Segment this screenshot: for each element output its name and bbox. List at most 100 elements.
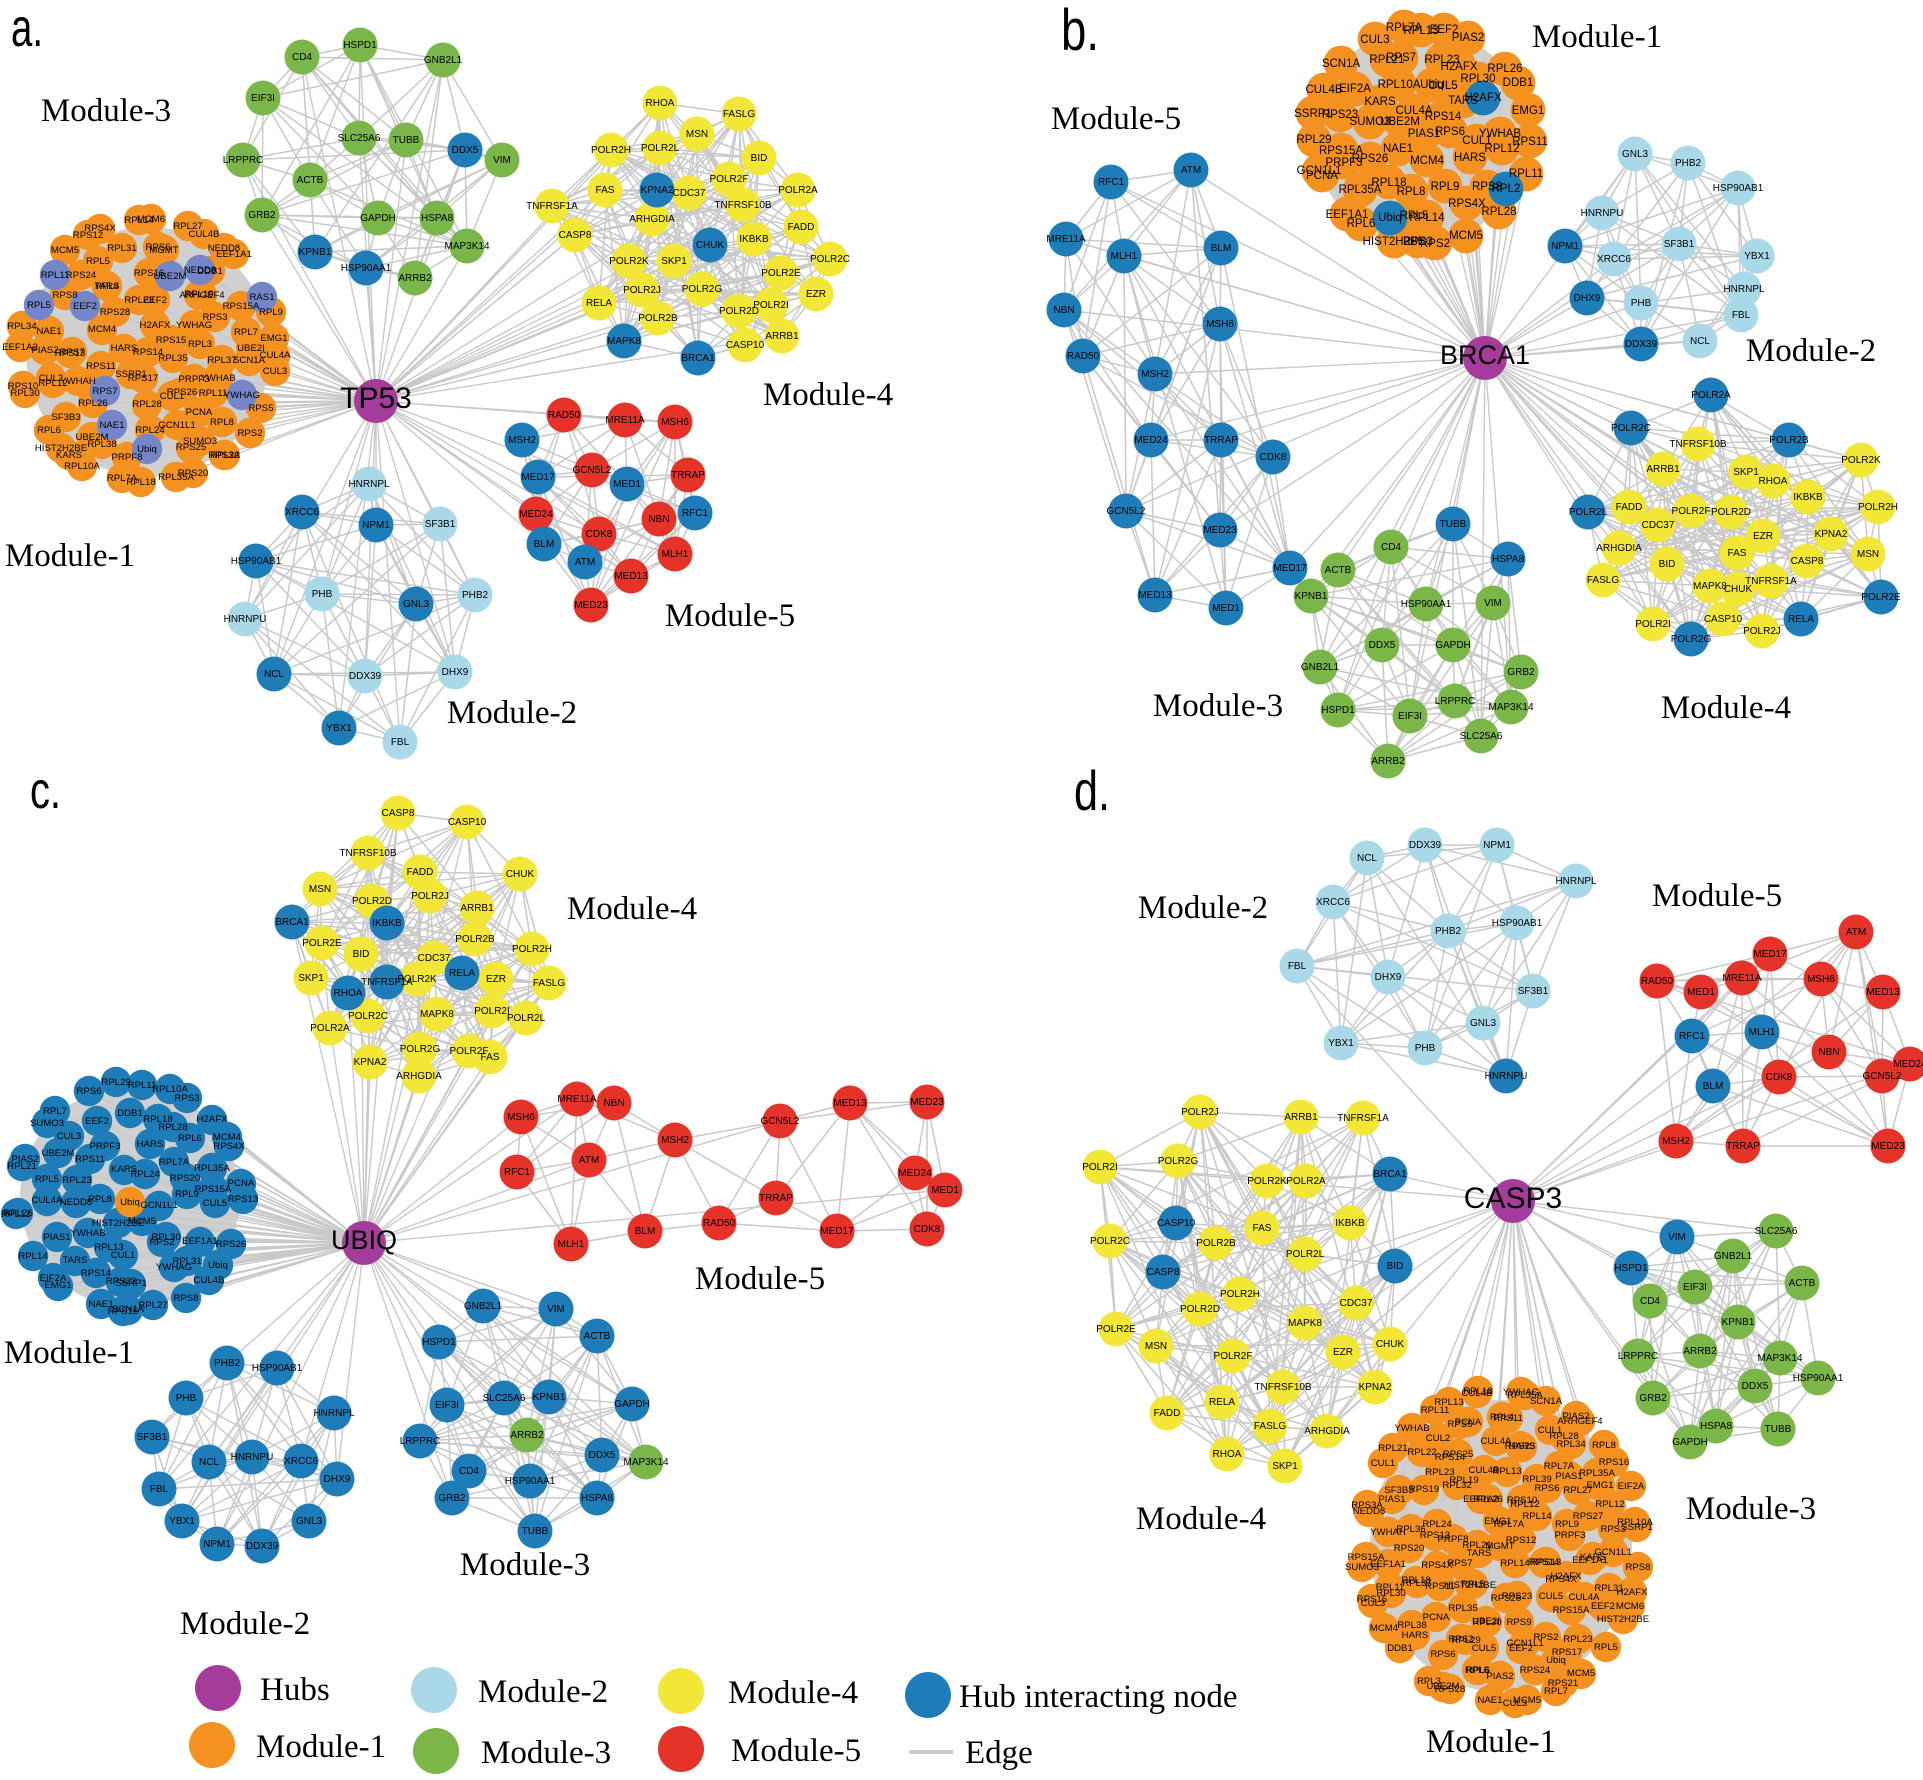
svg-text:PCNA: PCNA (1423, 1612, 1450, 1623)
svg-text:GNL3: GNL3 (296, 1516, 323, 1527)
svg-text:RFC1: RFC1 (1679, 1031, 1706, 1042)
svg-text:H2AFX: H2AFX (140, 320, 172, 331)
svg-text:RPS14: RPS14 (81, 1268, 112, 1279)
svg-text:RPL13: RPL13 (1434, 1397, 1463, 1408)
svg-text:POLR2K: POLR2K (1841, 455, 1881, 466)
svg-text:POLR2K: POLR2K (609, 256, 649, 267)
svg-text:RPS9: RPS9 (1506, 1617, 1531, 1628)
svg-text:YWHAG: YWHAG (224, 390, 260, 401)
svg-text:EEF2: EEF2 (1509, 1643, 1533, 1654)
svg-text:HSP90AB1: HSP90AB1 (252, 1363, 303, 1374)
svg-text:LRPPRC: LRPPRC (1618, 1351, 1659, 1362)
svg-text:RPS5: RPS5 (1447, 1419, 1472, 1430)
svg-text:Hubs: Hubs (260, 1672, 330, 1708)
svg-text:RPS13: RPS13 (1420, 1530, 1450, 1541)
svg-text:CDK8: CDK8 (586, 529, 613, 540)
svg-text:POLR2H: POLR2H (591, 145, 631, 156)
svg-text:DHX9: DHX9 (1375, 972, 1402, 983)
svg-text:RPL28: RPL28 (158, 1122, 187, 1133)
svg-text:TUBB: TUBB (393, 135, 420, 146)
svg-text:HARS: HARS (137, 1139, 164, 1150)
svg-text:RPL6: RPL6 (178, 1133, 202, 1144)
svg-text:UBIQ: UBIQ (331, 1225, 397, 1255)
svg-text:POLR2B: POLR2B (1196, 1238, 1236, 1249)
svg-text:HNRNPU: HNRNPU (224, 614, 267, 625)
svg-text:POLR2C: POLR2C (348, 1011, 388, 1022)
svg-text:KARS: KARS (56, 450, 82, 461)
svg-text:RPS20: RPS20 (1394, 1543, 1424, 1554)
svg-text:CDK8: CDK8 (914, 1224, 941, 1235)
svg-text:DDB1: DDB1 (1387, 1643, 1413, 1654)
svg-text:POLR2E: POLR2E (1861, 592, 1901, 603)
svg-text:CASP8: CASP8 (382, 808, 415, 819)
svg-text:RAD50: RAD50 (703, 1218, 736, 1229)
svg-text:Hub interacting node: Hub interacting node (959, 1679, 1238, 1715)
svg-text:EEF1A2: EEF1A2 (1463, 1494, 1499, 1505)
svg-text:POLR2F: POLR2F (1214, 1351, 1253, 1362)
svg-text:RPS10: RPS10 (8, 381, 38, 392)
svg-text:RPL24: RPL24 (135, 425, 165, 436)
svg-text:POLR2F: POLR2F (710, 174, 749, 185)
svg-text:MSH6: MSH6 (1807, 974, 1835, 985)
svg-text:RPL23: RPL23 (62, 1175, 91, 1186)
svg-text:VIM: VIM (547, 1304, 565, 1315)
svg-text:YWHAH: YWHAH (60, 376, 96, 387)
svg-text:TUBB: TUBB (1765, 1424, 1792, 1435)
svg-text:RPL7A: RPL7A (107, 473, 138, 484)
svg-text:RPL13: RPL13 (1403, 25, 1438, 37)
svg-text:RPL27: RPL27 (173, 221, 202, 232)
svg-text:HARS: HARS (1402, 1630, 1429, 1641)
svg-text:MLH1: MLH1 (1749, 1027, 1776, 1038)
svg-text:RPL22: RPL22 (1407, 1447, 1436, 1458)
svg-text:RPL34: RPL34 (7, 321, 37, 332)
svg-text:ARRB1: ARRB1 (1646, 464, 1680, 475)
svg-text:GCN1L1: GCN1L1 (1594, 1547, 1631, 1558)
svg-text:EIF3I: EIF3I (1683, 1282, 1707, 1293)
svg-text:MAP3K14: MAP3K14 (1757, 1353, 1802, 1364)
svg-text:PIAS1: PIAS1 (43, 1232, 70, 1243)
svg-text:POLR2I: POLR2I (1082, 1162, 1118, 1173)
svg-text:TRRAP: TRRAP (1204, 435, 1238, 446)
svg-text:BRCA1: BRCA1 (1440, 340, 1530, 370)
svg-text:HSPA8: HSPA8 (581, 1493, 613, 1504)
svg-text:RPS7: RPS7 (1447, 1558, 1472, 1569)
svg-text:CASP10: CASP10 (1704, 614, 1743, 625)
svg-text:EZR: EZR (1753, 531, 1773, 542)
svg-text:POLR2H: POLR2H (1220, 1289, 1260, 1300)
svg-text:RPS15: RPS15 (156, 335, 186, 346)
svg-text:CASP10: CASP10 (726, 340, 765, 351)
svg-text:GAPDH: GAPDH (1435, 640, 1471, 651)
svg-text:RFC1: RFC1 (1098, 177, 1125, 188)
svg-text:SKP1: SKP1 (298, 973, 324, 984)
svg-text:MSH2: MSH2 (661, 1135, 689, 1146)
svg-text:RPS6: RPS6 (76, 1086, 101, 1097)
svg-text:SF3B1: SF3B1 (1518, 986, 1549, 997)
svg-text:CD4: CD4 (1381, 542, 1401, 553)
svg-text:EEF1A1: EEF1A1 (1326, 209, 1369, 221)
svg-text:RPL9: RPL9 (175, 1189, 199, 1200)
svg-text:MLH1: MLH1 (662, 549, 689, 560)
svg-text:YWHAB: YWHAB (1394, 1423, 1429, 1434)
svg-text:IKBKB: IKBKB (372, 918, 402, 929)
svg-text:POLR2J: POLR2J (1181, 1107, 1219, 1118)
svg-text:KARS: KARS (1364, 96, 1396, 108)
svg-text:BID: BID (751, 153, 768, 164)
svg-text:EIF3I: EIF3I (1398, 711, 1422, 722)
svg-text:RPS26: RPS26 (1352, 153, 1388, 165)
svg-text:CDK8: CDK8 (1766, 1072, 1793, 1083)
svg-text:ATM: ATM (579, 1155, 599, 1166)
svg-text:Module-4: Module-4 (763, 377, 893, 413)
svg-text:POLR2D: POLR2D (1180, 1304, 1220, 1315)
svg-text:RPL14: RPL14 (1522, 1511, 1552, 1522)
svg-text:CASP8: CASP8 (1147, 1267, 1180, 1278)
svg-text:MAP3K14: MAP3K14 (444, 241, 489, 252)
svg-text:DDX39: DDX39 (349, 671, 382, 682)
svg-text:FBL: FBL (391, 737, 410, 748)
svg-text:RPL35: RPL35 (1448, 1603, 1477, 1614)
svg-text:CASP8: CASP8 (1791, 556, 1824, 567)
svg-text:MED1: MED1 (931, 1185, 959, 1196)
svg-text:MCM5: MCM5 (1513, 1695, 1541, 1706)
svg-text:MRE11A: MRE11A (1046, 234, 1086, 245)
svg-text:POLR2B: POLR2B (1769, 435, 1809, 446)
svg-text:Module-5: Module-5 (731, 1733, 861, 1769)
